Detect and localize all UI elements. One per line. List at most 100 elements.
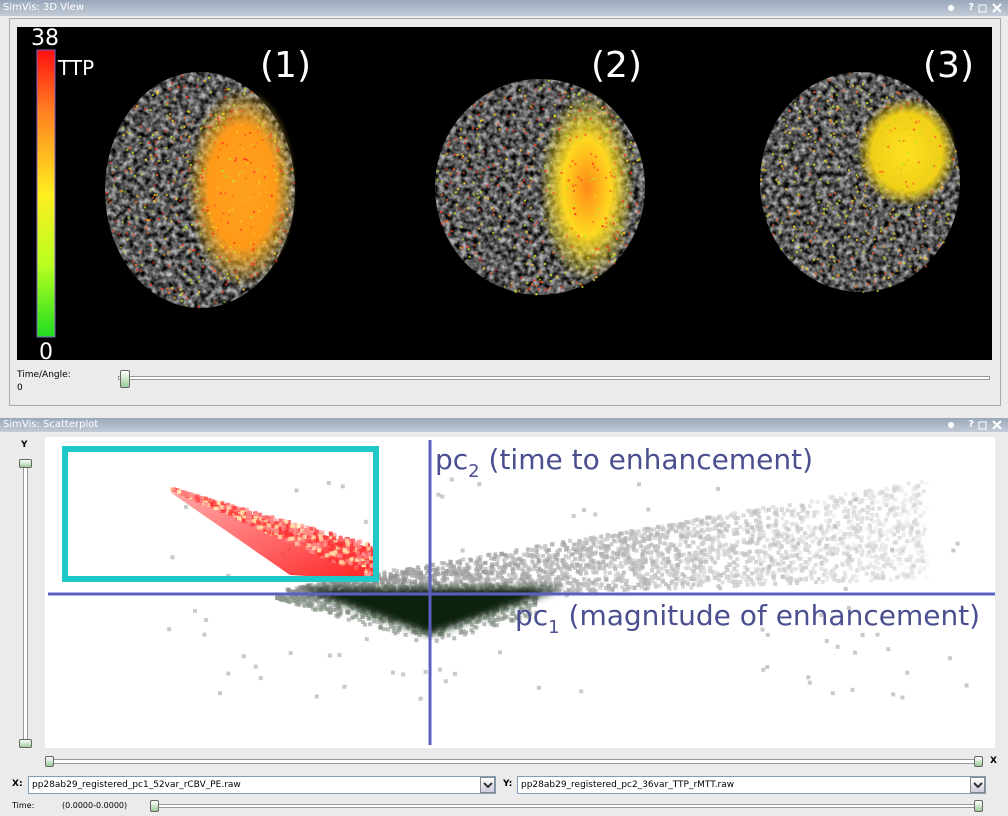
speckle: [826, 181, 829, 184]
scatter-point: [685, 560, 690, 565]
speckle: [498, 128, 501, 131]
scatter-point: [408, 570, 413, 575]
scatter-point: [410, 579, 415, 584]
scatter-point: [869, 517, 874, 522]
speckle: [519, 149, 522, 152]
scatter-point: [826, 524, 831, 529]
slider-thumb[interactable]: [19, 739, 32, 748]
scatter-point: [547, 590, 552, 595]
help-button[interactable]: ?: [968, 2, 974, 13]
speckle: [240, 220, 242, 223]
speckle: [898, 92, 901, 95]
scatter-point: [624, 582, 629, 587]
scatter-point: [812, 511, 816, 515]
speckle: [516, 257, 519, 260]
scatter-point: [528, 611, 533, 616]
speckle: [201, 259, 204, 262]
float-button[interactable]: [978, 4, 987, 13]
speckle: [881, 98, 884, 101]
speckle: [217, 156, 220, 159]
scatter-point: [418, 696, 423, 701]
speckle: [490, 272, 493, 274]
scatter-point: [789, 560, 794, 565]
speckle: [476, 192, 479, 195]
scatter-point: [807, 533, 812, 538]
speckle: [249, 161, 252, 164]
scatter-point: [792, 514, 797, 519]
scatter-point: [716, 523, 721, 527]
scatter-point: [288, 651, 293, 656]
speckle: [883, 181, 886, 184]
scatter-point: [298, 585, 303, 590]
scatter-point: [477, 582, 481, 587]
speckle: [635, 221, 638, 224]
pin-button[interactable]: [948, 422, 954, 428]
scatter-point: [578, 540, 583, 545]
scatter-point: [490, 571, 495, 576]
speckle: [860, 149, 863, 152]
slider-thumb[interactable]: [120, 370, 130, 388]
slider-thumb[interactable]: [19, 459, 32, 468]
speckle: [126, 232, 128, 235]
scatter-point: [834, 564, 839, 569]
scatter-point: [841, 576, 846, 581]
scatter-point: [693, 533, 698, 538]
help-button[interactable]: ?: [968, 419, 974, 430]
scatter-point: [835, 644, 840, 649]
speckle: [183, 125, 186, 128]
scatter-point: [666, 584, 671, 589]
scatter-point: [916, 492, 921, 497]
speckle: [169, 113, 172, 116]
speckle: [898, 189, 901, 192]
scatter-point: [661, 556, 666, 561]
scatter-point: [902, 545, 907, 550]
speckle: [870, 99, 873, 102]
speckle: [134, 107, 137, 110]
float-button[interactable]: [978, 421, 987, 430]
close-button[interactable]: [992, 3, 1002, 13]
speckle: [166, 102, 169, 105]
close-button[interactable]: [992, 420, 1002, 430]
scatter-point: [903, 509, 908, 513]
speckle: [886, 96, 888, 99]
speckle: [459, 136, 462, 139]
scatter-point: [575, 590, 580, 595]
scatter-point: [492, 612, 497, 616]
speckle: [479, 190, 482, 193]
time-slider[interactable]: [118, 376, 990, 380]
scatter-point: [830, 551, 835, 556]
speckle: [222, 117, 225, 120]
pin-button[interactable]: [948, 5, 954, 11]
scatter-point: [761, 667, 766, 672]
density-core: [300, 587, 565, 635]
scatter-point: [809, 499, 814, 504]
scatter-point: [410, 585, 415, 590]
speckle: [269, 133, 272, 136]
scatter-point: [708, 549, 713, 554]
speckle: [471, 127, 474, 130]
speckle: [851, 220, 854, 223]
scatter-point: [761, 558, 766, 563]
selected-point: [360, 566, 365, 571]
scatter-point: [511, 608, 515, 613]
scatter-point: [701, 529, 706, 534]
scatter-point: [795, 524, 800, 529]
scatter-point: [916, 538, 921, 543]
speckle: [174, 197, 177, 200]
scatter-point: [432, 576, 437, 581]
y-range-slider[interactable]: [23, 462, 28, 744]
speckle: [544, 170, 547, 173]
speckle: [877, 159, 880, 162]
scatter-point: [403, 632, 408, 637]
selected-point: [356, 548, 361, 553]
speckle: [144, 204, 147, 206]
scatter-point: [772, 574, 776, 579]
speckle: [193, 249, 196, 252]
scatter-point: [876, 561, 880, 566]
scatter-point: [793, 567, 798, 572]
scatter-point: [924, 553, 929, 558]
scatter-point: [779, 544, 784, 549]
scatter-point: [626, 584, 630, 589]
speckle: [835, 85, 838, 88]
scatter-point: [653, 573, 658, 578]
